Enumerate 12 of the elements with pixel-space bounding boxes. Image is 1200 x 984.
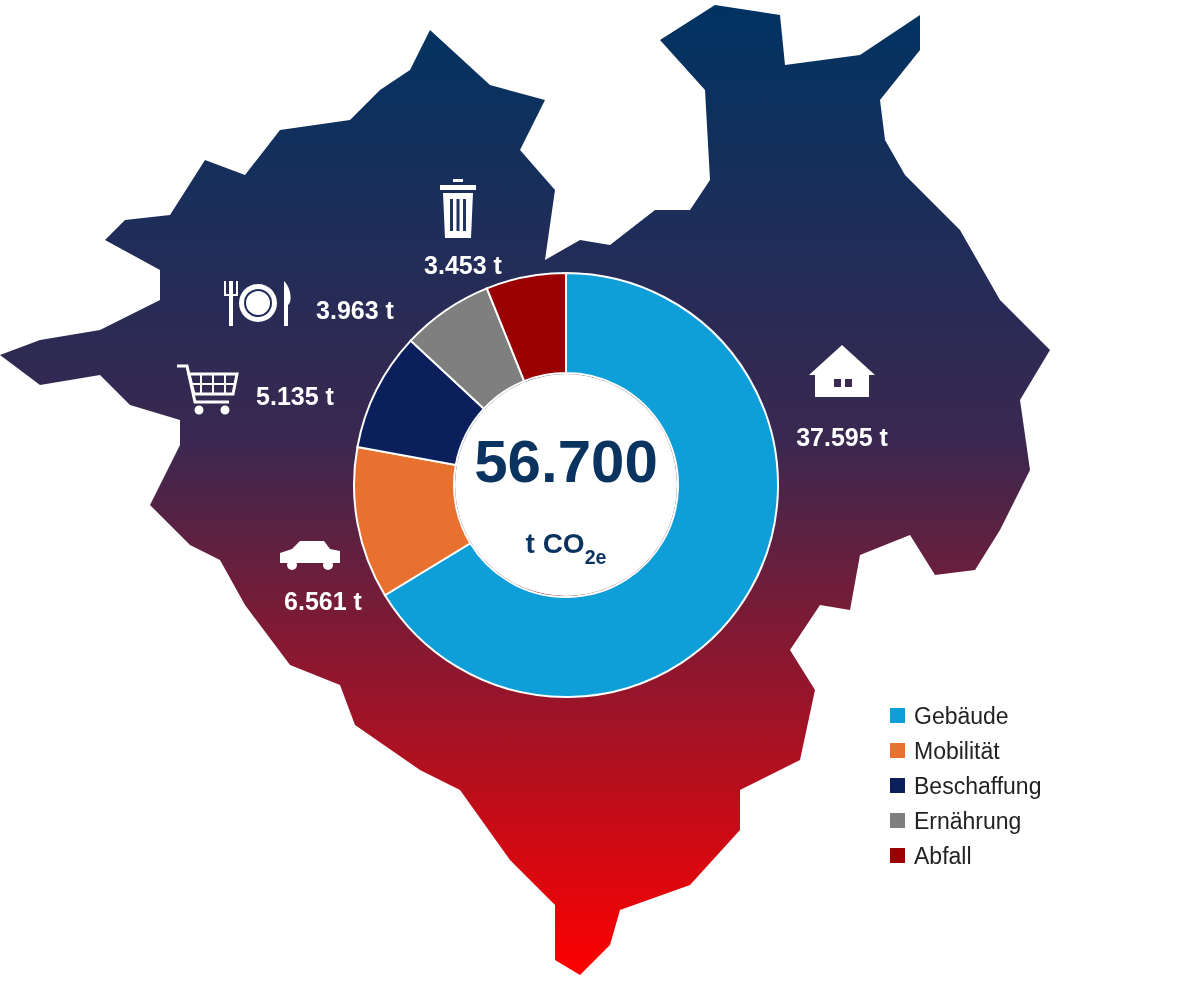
- legend-label: Beschaffung: [914, 773, 1042, 799]
- text: 56.700: [474, 428, 658, 495]
- legend-label: Abfall: [914, 843, 972, 869]
- text: t CO$_{2e}$: [525, 528, 607, 568]
- data-label: 6.561 t: [284, 587, 363, 615]
- legend-label: Gebäude: [914, 703, 1009, 729]
- legend-label: Ernährung: [914, 808, 1022, 834]
- data-label: 37.595 t: [796, 423, 889, 451]
- data-label: 3.453 t: [424, 251, 503, 279]
- data-label: 3.963 t: [316, 296, 395, 324]
- legend-label: Mobilität: [914, 738, 1001, 764]
- data-label: 5.135 t: [256, 382, 335, 410]
